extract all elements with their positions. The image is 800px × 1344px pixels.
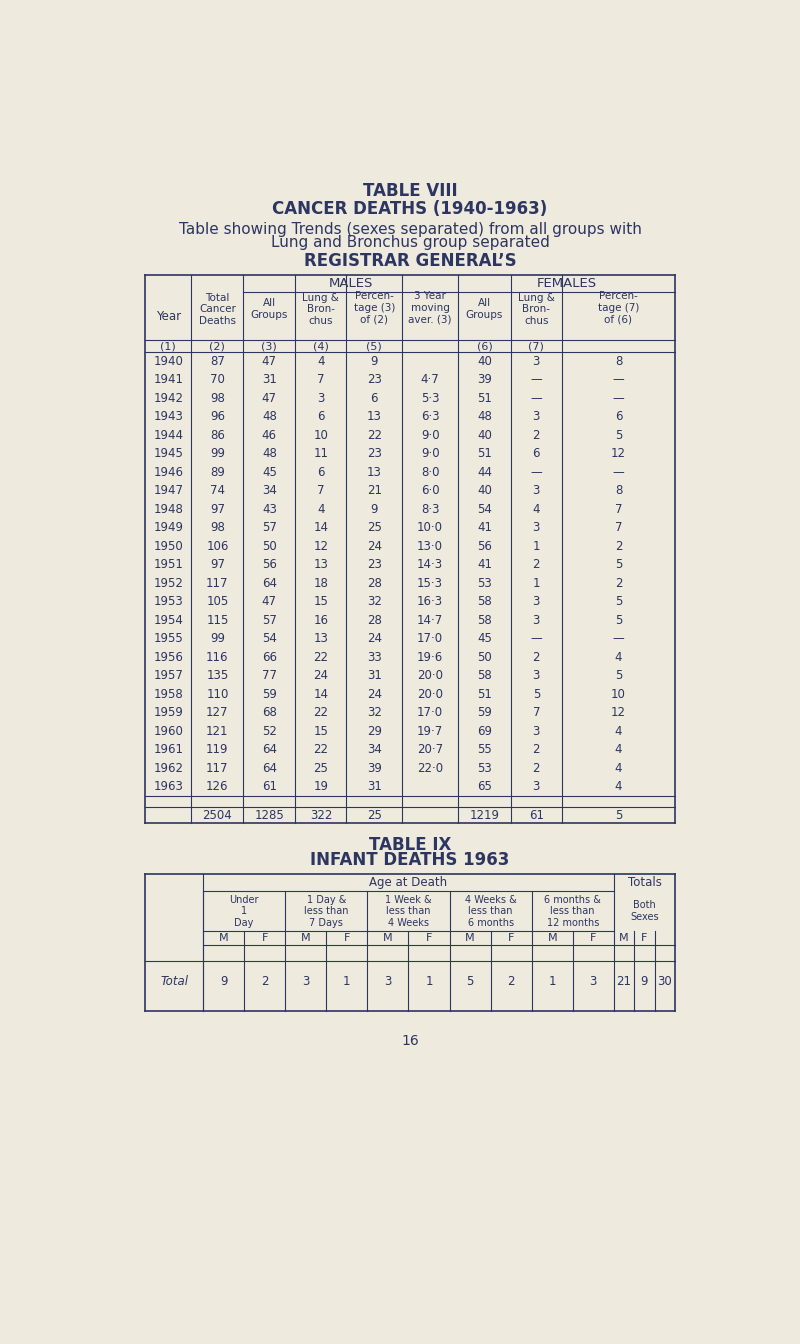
Text: 40: 40	[477, 355, 492, 368]
Text: 322: 322	[310, 809, 332, 821]
Text: 50: 50	[477, 650, 492, 664]
Text: 1960: 1960	[154, 724, 183, 738]
Text: 50: 50	[262, 540, 277, 552]
Text: 19·7: 19·7	[417, 724, 443, 738]
Text: 1944: 1944	[154, 429, 183, 442]
Text: 1950: 1950	[154, 540, 183, 552]
Text: 1963: 1963	[154, 780, 183, 793]
Text: 1219: 1219	[470, 809, 499, 821]
Text: 66: 66	[262, 650, 277, 664]
Text: 47: 47	[262, 355, 277, 368]
Text: Total
Cancer
Deaths: Total Cancer Deaths	[199, 293, 236, 325]
Text: 77: 77	[262, 669, 277, 683]
Text: 1 Day &
less than
7 Days: 1 Day & less than 7 Days	[304, 895, 349, 927]
Text: F: F	[590, 933, 597, 943]
Text: Percen-
tage (3)
of (2): Percen- tage (3) of (2)	[354, 292, 395, 324]
Text: 3: 3	[533, 521, 540, 535]
Text: 13: 13	[367, 410, 382, 423]
Text: 89: 89	[210, 466, 225, 478]
Text: 7: 7	[317, 484, 325, 497]
Text: 56: 56	[477, 540, 492, 552]
Text: —: —	[530, 374, 542, 387]
Text: 53: 53	[477, 577, 492, 590]
Text: 3: 3	[317, 392, 325, 405]
Text: 12: 12	[611, 706, 626, 719]
Text: 45: 45	[262, 466, 277, 478]
Text: 14·3: 14·3	[417, 558, 443, 571]
Text: 2: 2	[507, 976, 515, 988]
Text: 41: 41	[477, 521, 492, 535]
Text: 16·3: 16·3	[417, 595, 443, 609]
Text: 7: 7	[533, 706, 540, 719]
Text: 64: 64	[262, 743, 277, 757]
Text: 22·0: 22·0	[417, 762, 443, 774]
Text: 59: 59	[262, 688, 277, 700]
Text: 5·3: 5·3	[421, 392, 439, 405]
Text: 11: 11	[314, 448, 328, 461]
Text: 47: 47	[262, 392, 277, 405]
Text: Totals: Totals	[627, 876, 662, 890]
Text: 2: 2	[614, 540, 622, 552]
Text: M: M	[219, 933, 229, 943]
Text: 57: 57	[262, 614, 277, 626]
Text: 55: 55	[477, 743, 492, 757]
Text: 40: 40	[477, 484, 492, 497]
Text: 30: 30	[658, 976, 672, 988]
Text: —: —	[613, 374, 624, 387]
Text: 19: 19	[314, 780, 328, 793]
Text: 15·3: 15·3	[417, 577, 443, 590]
Text: Lung and Bronchus group separated: Lung and Bronchus group separated	[270, 235, 550, 250]
Text: M: M	[619, 933, 629, 943]
Text: 13: 13	[367, 466, 382, 478]
Text: 6: 6	[370, 392, 378, 405]
Text: TABLE IX: TABLE IX	[369, 836, 451, 853]
Text: (6): (6)	[477, 341, 492, 351]
Text: 24: 24	[314, 669, 328, 683]
Text: 65: 65	[477, 780, 492, 793]
Text: 2: 2	[533, 429, 540, 442]
Text: 9: 9	[370, 355, 378, 368]
Text: 20·7: 20·7	[417, 743, 443, 757]
Text: 29: 29	[367, 724, 382, 738]
Text: 1948: 1948	[154, 503, 183, 516]
Text: 54: 54	[262, 632, 277, 645]
Text: 9·0: 9·0	[421, 429, 439, 442]
Text: 24: 24	[367, 688, 382, 700]
Text: 43: 43	[262, 503, 277, 516]
Text: 3: 3	[533, 595, 540, 609]
Text: 1: 1	[426, 976, 433, 988]
Text: 28: 28	[367, 577, 382, 590]
Text: —: —	[613, 466, 624, 478]
Text: 1958: 1958	[154, 688, 183, 700]
Text: 1945: 1945	[154, 448, 183, 461]
Text: 98: 98	[210, 392, 225, 405]
Text: 51: 51	[477, 688, 492, 700]
Text: 1952: 1952	[154, 577, 183, 590]
Text: 9: 9	[641, 976, 648, 988]
Text: REGISTRAR GENERAL’S: REGISTRAR GENERAL’S	[304, 253, 516, 270]
Text: 70: 70	[210, 374, 225, 387]
Text: 4: 4	[614, 762, 622, 774]
Text: (5): (5)	[366, 341, 382, 351]
Text: 4: 4	[614, 780, 622, 793]
Text: 1953: 1953	[154, 595, 183, 609]
Text: 34: 34	[262, 484, 277, 497]
Text: 52: 52	[262, 724, 277, 738]
Text: 6: 6	[317, 410, 325, 423]
Text: 28: 28	[367, 614, 382, 626]
Text: 3: 3	[533, 724, 540, 738]
Text: 17·0: 17·0	[417, 632, 443, 645]
Text: 1959: 1959	[154, 706, 183, 719]
Text: 4·7: 4·7	[421, 374, 439, 387]
Text: 99: 99	[210, 448, 225, 461]
Text: 19·6: 19·6	[417, 650, 443, 664]
Text: 6 months &
less than
12 months: 6 months & less than 12 months	[544, 895, 601, 927]
Text: 5: 5	[614, 809, 622, 821]
Text: 21: 21	[367, 484, 382, 497]
Text: 25: 25	[367, 809, 382, 821]
Text: 10·0: 10·0	[417, 521, 443, 535]
Text: 48: 48	[262, 410, 277, 423]
Text: 2: 2	[533, 762, 540, 774]
Text: 3: 3	[384, 976, 392, 988]
Text: 58: 58	[477, 595, 492, 609]
